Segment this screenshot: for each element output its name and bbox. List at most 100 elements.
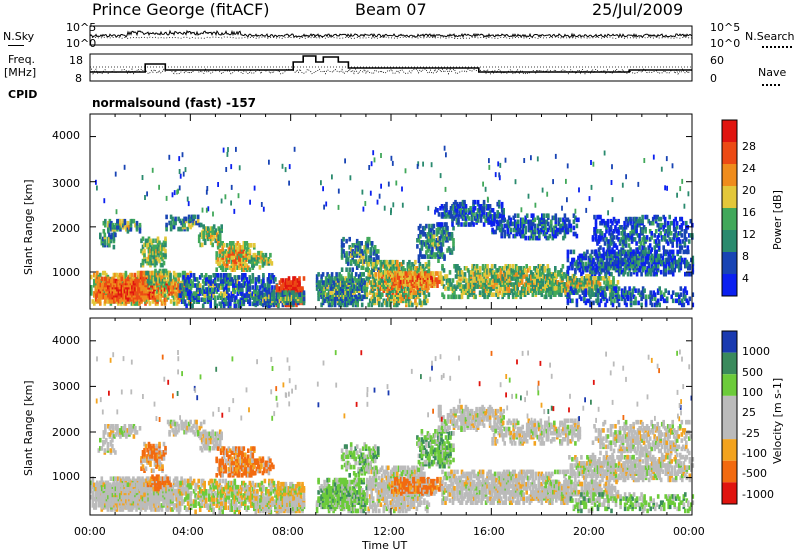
power-cell	[379, 259, 383, 265]
power-cell	[140, 262, 143, 268]
power-cell	[148, 295, 152, 300]
power-cell	[218, 243, 221, 248]
power-cell	[501, 215, 505, 221]
power-cell	[161, 256, 164, 262]
power-cell	[641, 249, 645, 255]
power-cell	[169, 276, 172, 282]
power-cell	[668, 269, 672, 275]
power-cell	[378, 270, 381, 275]
power-cell	[272, 279, 276, 284]
power-cell	[162, 240, 166, 246]
power-cell	[374, 272, 378, 277]
power-cell	[219, 273, 223, 278]
power-cell	[594, 218, 598, 224]
power-cell	[138, 270, 141, 276]
power-cell	[419, 248, 422, 253]
power-cell	[400, 266, 404, 271]
power-cell	[378, 288, 381, 293]
power-cell	[369, 241, 372, 246]
power-cell	[430, 275, 433, 280]
power-cell	[165, 297, 168, 302]
freq-tick-top: 18	[69, 54, 83, 67]
power-cell	[662, 269, 666, 275]
power-cell	[482, 222, 486, 227]
power-cell	[286, 296, 289, 302]
power-cell	[610, 253, 613, 259]
power-cell	[412, 275, 415, 280]
power-cell	[463, 222, 466, 227]
power-cell	[416, 275, 420, 280]
power-cell	[159, 295, 162, 300]
power-cell	[218, 261, 221, 266]
power-cell	[230, 249, 234, 254]
power-cell	[418, 273, 421, 278]
power-cell	[233, 249, 237, 254]
power-cell	[476, 208, 480, 213]
power-cell	[638, 251, 642, 257]
power-cell	[135, 278, 139, 284]
power-cell	[382, 270, 386, 275]
power-cell	[439, 206, 442, 211]
power-cell	[603, 233, 607, 238]
power-cell	[460, 288, 464, 293]
power-cell	[635, 271, 639, 277]
power-cell	[177, 276, 180, 282]
power-cell	[219, 295, 223, 300]
power-cell	[599, 229, 602, 234]
power-cell	[384, 268, 387, 273]
power-cell	[557, 221, 561, 227]
power-cell	[467, 216, 471, 221]
power-cell	[211, 236, 214, 242]
power-cell	[327, 290, 331, 295]
power-cell	[356, 286, 359, 291]
power-cell	[146, 278, 150, 284]
power-cell	[149, 260, 152, 266]
power-cell	[158, 278, 162, 284]
power-cell	[426, 298, 429, 304]
power-cell	[688, 271, 692, 277]
power-cell	[289, 280, 292, 285]
power-cell	[247, 281, 250, 286]
power-cell	[497, 221, 500, 227]
power-cell	[607, 265, 610, 271]
power-cell	[370, 280, 373, 285]
power-cell	[540, 266, 544, 271]
power-cell	[371, 278, 375, 283]
power-cell	[430, 271, 433, 276]
power-cell	[439, 222, 442, 227]
power-cell	[353, 284, 356, 289]
power-cell	[446, 248, 449, 253]
power-cell	[107, 276, 110, 282]
power-cell	[431, 234, 434, 239]
power-cell	[572, 257, 576, 263]
power-cell	[431, 223, 434, 229]
power-cell	[205, 226, 208, 231]
power-cell	[402, 284, 405, 289]
power-cell	[296, 290, 300, 295]
power-cell	[210, 281, 214, 286]
power-cell	[185, 303, 188, 309]
power-cell	[171, 216, 174, 222]
power-cell	[400, 271, 403, 276]
power-cell	[607, 261, 610, 267]
power-cell	[175, 283, 179, 288]
power-cell	[287, 300, 291, 306]
power-cell	[646, 271, 649, 277]
power-cell	[460, 294, 464, 300]
power-cell	[594, 249, 598, 254]
power-cell	[158, 258, 161, 264]
power-cell	[490, 222, 493, 227]
power-cell	[253, 293, 256, 298]
power-cell	[457, 204, 460, 209]
power-cell	[167, 270, 171, 276]
power-cell	[187, 214, 191, 220]
power-cell	[415, 302, 419, 308]
power-cell	[180, 291, 184, 296]
power-cell	[236, 287, 240, 292]
power-cell	[281, 278, 285, 283]
power-cell	[500, 223, 503, 229]
power-cell	[478, 290, 482, 295]
power-cell	[613, 253, 616, 259]
power-cell	[554, 213, 558, 218]
power-cell	[351, 282, 355, 287]
